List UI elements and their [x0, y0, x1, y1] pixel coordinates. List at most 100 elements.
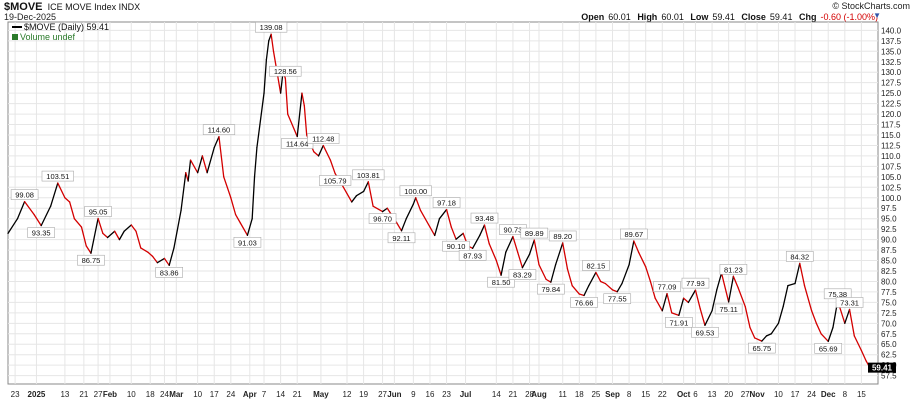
- x-tick-label: 9: [411, 390, 416, 399]
- value-annotation: 105.79: [324, 177, 347, 186]
- series-segment: [253, 146, 258, 178]
- x-tick-label: Nov: [750, 390, 766, 399]
- series-segment: [488, 243, 497, 262]
- series-segment: [284, 77, 289, 115]
- y-tick-label: 95.0: [881, 215, 897, 224]
- series-segment: [287, 113, 298, 138]
- value-annotation: 79.84: [541, 285, 560, 294]
- x-tick-label: 23: [442, 390, 451, 399]
- x-tick-label: 21: [79, 390, 88, 399]
- series-legend-label: $MOVE (Daily) 59.41: [24, 22, 110, 32]
- series-segment: [782, 285, 789, 308]
- series-segment: [533, 239, 540, 266]
- y-tick-label: 117.5: [881, 121, 901, 130]
- series-segment: [604, 282, 614, 291]
- series-segment: [118, 230, 125, 241]
- value-annotation: 93.35: [32, 229, 51, 238]
- value-annotation-box: [835, 297, 864, 308]
- series-segment: [848, 308, 855, 337]
- value-annotation: 97.18: [437, 199, 456, 208]
- series-segment: [256, 92, 265, 149]
- series-segment: [637, 251, 647, 268]
- series-segment: [599, 280, 607, 285]
- value-annotation-box: [269, 65, 302, 77]
- value-annotation-box: [387, 232, 416, 244]
- y-tick-label: 102.5: [881, 183, 902, 192]
- series-segment: [415, 197, 422, 211]
- x-tick-label: Apr: [243, 390, 257, 399]
- series-segment: [853, 335, 863, 352]
- value-annotation: 112.48: [312, 135, 334, 144]
- series-segment: [682, 297, 690, 304]
- series-segment: [90, 217, 99, 254]
- x-tick-label: 8: [843, 390, 848, 399]
- value-annotation: 83.29: [513, 271, 532, 280]
- value-annotation-box: [27, 227, 55, 238]
- series-segment: [196, 155, 204, 174]
- series-segment: [265, 40, 270, 61]
- series-segment: [180, 172, 187, 211]
- x-tick-label: 15: [641, 390, 650, 399]
- value-annotation-box: [10, 189, 39, 200]
- y-tick-label: 120.0: [881, 110, 902, 119]
- series-segment: [130, 224, 137, 232]
- series-segment: [583, 285, 590, 297]
- y-tick-label: 100.0: [881, 194, 902, 203]
- y-tick-label: 87.5: [881, 246, 897, 255]
- series-segment: [616, 282, 623, 293]
- series-segment: [16, 200, 26, 220]
- value-annotation: 76.66: [575, 298, 594, 307]
- series-segment: [562, 242, 569, 270]
- series-segment: [189, 159, 199, 174]
- series-segment: [633, 240, 640, 253]
- series-segment: [860, 349, 867, 362]
- y-tick-label: 70.0: [881, 319, 897, 328]
- y-tick-label: 115.0: [881, 131, 901, 140]
- x-tick-label: 17: [791, 390, 800, 399]
- series-segment: [114, 230, 121, 241]
- series-segment: [33, 213, 42, 227]
- symbol-title: $MOVE ICE MOVE Index INDX: [4, 1, 140, 13]
- series-segment: [844, 308, 851, 324]
- value-annotation: 91.03: [238, 238, 257, 247]
- value-annotation: 75.11: [720, 305, 738, 314]
- series-segment: [654, 297, 663, 312]
- x-tick-label: May: [313, 390, 329, 399]
- series-segment: [479, 224, 486, 237]
- x-tick-label: 8: [627, 390, 632, 399]
- chg-value: -0.60 (-1.00%): [820, 12, 878, 22]
- series-segment: [40, 205, 52, 227]
- series-segment: [450, 226, 457, 240]
- value-annotation-box: [352, 169, 385, 181]
- series-segment: [500, 251, 507, 276]
- x-tick-label: 27: [378, 390, 387, 399]
- value-annotation: 82.15: [587, 261, 606, 270]
- x-tick-label: 27: [94, 390, 103, 399]
- series-segment: [528, 239, 535, 255]
- series-segment: [64, 197, 71, 203]
- series-segment: [595, 271, 602, 283]
- series-segment: [206, 146, 215, 174]
- series-segment: [554, 242, 564, 266]
- y-tick-label: 72.5: [881, 309, 897, 318]
- value-annotation: 89.89: [525, 229, 544, 238]
- series-segment: [495, 259, 502, 276]
- open-label: Open: [581, 12, 605, 22]
- series-segment: [749, 326, 756, 339]
- series-segment: [678, 297, 685, 316]
- series-segment: [704, 310, 713, 326]
- x-tick-label: 2025: [28, 390, 46, 399]
- y-tick-label: 112.5: [881, 141, 901, 150]
- value-annotation-box: [84, 206, 112, 217]
- dropdown-arrow-icon[interactable]: ▼: [873, 11, 881, 20]
- value-annotation-box: [665, 317, 693, 328]
- series-segment: [521, 253, 531, 269]
- series-segment: [329, 159, 336, 175]
- series-segment: [68, 201, 76, 220]
- series-segment: [156, 257, 166, 264]
- series-segment: [234, 213, 241, 224]
- low-label: Low: [690, 12, 709, 22]
- value-annotation: 103.81: [357, 171, 380, 180]
- chart-legend: $MOVE (Daily) 59.41 Volume undef: [12, 22, 109, 42]
